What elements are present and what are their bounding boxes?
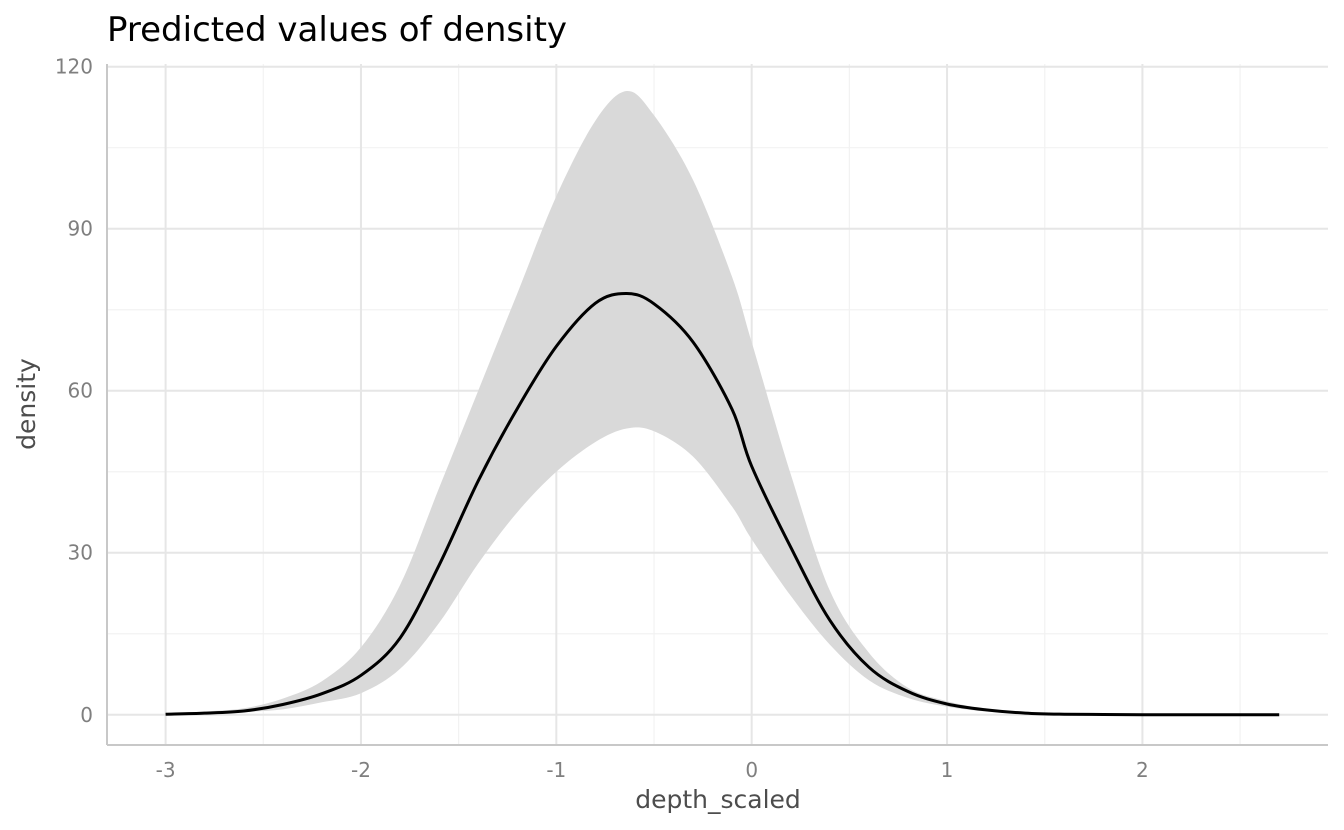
chart-title: Predicted values of density xyxy=(107,10,567,50)
y-tick-label: 90 xyxy=(68,217,93,241)
x-axis-title: depth_scaled xyxy=(635,785,801,814)
series-line xyxy=(165,291,1280,717)
y-ticks: 0 30 60 90 120 xyxy=(55,55,93,727)
y-tick-label: 30 xyxy=(68,541,93,565)
y-tick-label: 0 xyxy=(80,703,93,727)
x-tick-label: -3 xyxy=(156,758,176,782)
x-tick-label: -1 xyxy=(546,758,566,782)
x-tick-label: 0 xyxy=(745,758,758,782)
x-tick-label: 2 xyxy=(1136,758,1149,782)
y-tick-label: 60 xyxy=(68,379,93,403)
confidence-band xyxy=(165,90,1280,715)
y-tick-label: 120 xyxy=(55,55,93,79)
x-ticks: -3 -2 -1 0 1 2 xyxy=(156,758,1149,782)
x-tick-label: 1 xyxy=(941,758,954,782)
y-axis-title: density xyxy=(12,358,41,450)
x-tick-label: -2 xyxy=(351,758,371,782)
